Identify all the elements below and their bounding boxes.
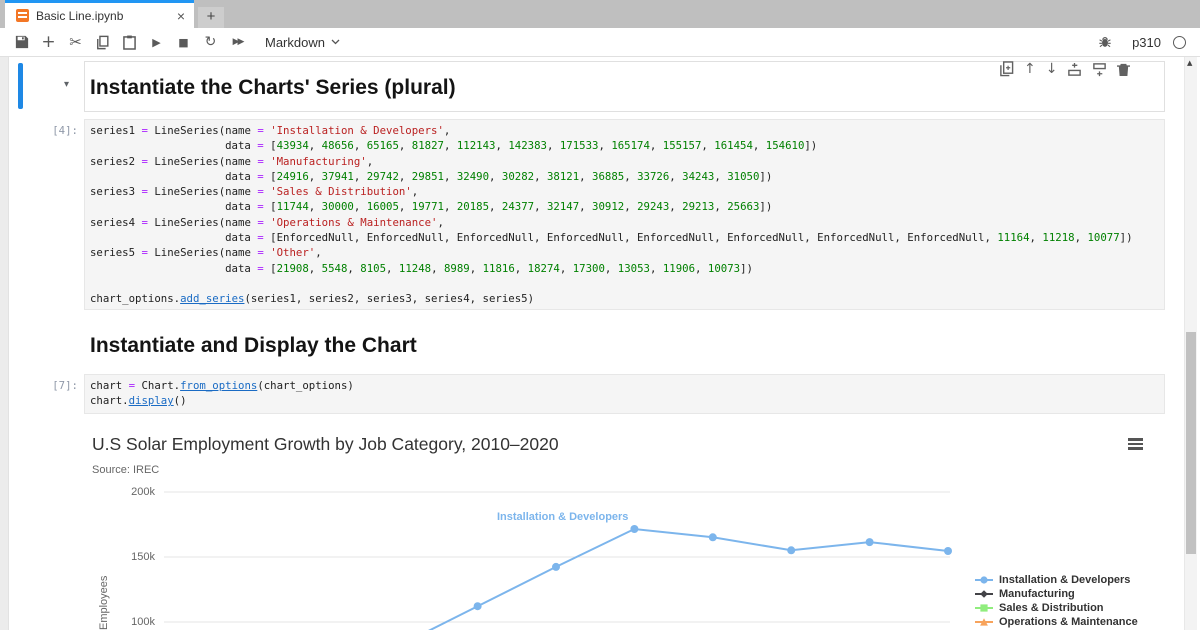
- restart-kernel-icon[interactable]: ↻: [197, 30, 224, 54]
- duplicate-cell-icon[interactable]: [999, 61, 1014, 77]
- chevron-down-icon: [331, 39, 340, 45]
- run-button[interactable]: ▶: [143, 30, 170, 54]
- tab-basic-line[interactable]: Basic Line.ipynb ×: [5, 0, 194, 28]
- legend-marker-icon: [975, 604, 993, 612]
- legend-item-label: Installation & Developers: [999, 574, 1131, 586]
- restart-run-all-icon[interactable]: ▶▶: [224, 30, 251, 54]
- save-button[interactable]: [8, 30, 35, 54]
- cell-collapser-icon[interactable]: ▾: [64, 79, 70, 90]
- copy-icon[interactable]: [89, 30, 116, 54]
- chart-legend: Installation & Developers Manufacturing Sa…: [975, 573, 1138, 630]
- delete-cell-icon[interactable]: [1117, 62, 1131, 77]
- legend-item-label: Operations & Maintenance: [999, 616, 1138, 628]
- cell-type-value: Markdown: [265, 34, 325, 50]
- legend-item-label: Manufacturing: [999, 588, 1075, 600]
- chart-title: U.S Solar Employment Growth by Job Categ…: [92, 434, 559, 454]
- kernel-status-icon[interactable]: [1173, 35, 1186, 49]
- kernel-name[interactable]: p310: [1132, 34, 1161, 50]
- y-tick-label: 150k: [131, 551, 155, 563]
- toolbar-left-group: + ✂ ▶ ■ ↻ ▶▶: [8, 30, 251, 54]
- notebook-toolbar: + ✂ ▶ ■ ↻ ▶▶ Markdown p310: [0, 28, 1200, 57]
- active-cell-indicator[interactable]: [18, 63, 23, 109]
- chart-menu-icon[interactable]: [1128, 438, 1143, 451]
- legend-marker-icon: [975, 576, 993, 584]
- chart-plot-area: [164, 491, 952, 630]
- new-tab-button[interactable]: +: [198, 7, 224, 28]
- notebook-icon: [16, 9, 29, 22]
- markdown-heading-1: Instantiate the Charts' Series (plural): [90, 76, 456, 99]
- insert-cell-below-icon[interactable]: [1092, 62, 1107, 77]
- markdown-heading-2: Instantiate and Display the Chart: [90, 334, 417, 357]
- y-tick-label: 100k: [131, 616, 155, 628]
- code-cell-1[interactable]: [84, 119, 1165, 310]
- execution-prompt-1: [4]:: [52, 124, 78, 137]
- markdown-cell-1[interactable]: [84, 61, 1165, 112]
- legend-item-label: Sales & Distribution: [999, 602, 1104, 614]
- move-cell-up-icon[interactable]: ↑: [1024, 61, 1036, 77]
- code-editor-1[interactable]: series1 = LineSeries(name = 'Installatio…: [90, 124, 1133, 306]
- tab-title: Basic Line.ipynb: [36, 8, 124, 23]
- cut-icon[interactable]: ✂: [62, 30, 89, 54]
- debugger-bug-icon[interactable]: [1091, 30, 1118, 54]
- cell-type-dropdown[interactable]: Markdown: [265, 35, 340, 50]
- legend-marker-icon: [975, 618, 993, 626]
- series-data-label: Installation & Developers: [497, 511, 629, 523]
- code-cell-2[interactable]: [84, 374, 1165, 414]
- tab-close-icon[interactable]: ×: [176, 7, 185, 24]
- legend-item[interactable]: Operations & Maintenance: [975, 615, 1138, 629]
- insert-cell-icon[interactable]: +: [35, 30, 62, 54]
- y-axis-title: Number of Employees: [98, 565, 114, 630]
- cell-toolbar: ↑ ↓: [999, 61, 1131, 77]
- paste-icon[interactable]: [116, 30, 143, 54]
- execution-prompt-2: [7]:: [52, 379, 78, 392]
- legend-marker-icon: [975, 590, 993, 598]
- interrupt-kernel-button[interactable]: ■: [170, 30, 197, 54]
- toolbar-right-group: p310: [1091, 30, 1186, 54]
- tab-bar: Basic Line.ipynb × +: [0, 0, 1200, 28]
- code-editor-2[interactable]: chart = Chart.from_options(chart_options…: [90, 379, 354, 408]
- left-margin: [0, 57, 9, 630]
- scrollbar-thumb[interactable]: [1186, 332, 1196, 554]
- y-tick-label: 200k: [131, 486, 155, 498]
- legend-item[interactable]: Manufacturing: [975, 587, 1138, 601]
- legend-item[interactable]: Installation & Developers: [975, 573, 1138, 587]
- vertical-scrollbar[interactable]: ▲: [1184, 57, 1197, 630]
- chart-subtitle: Source: IREC: [92, 464, 160, 476]
- legend-item[interactable]: Sales & Distribution: [975, 601, 1138, 615]
- scroll-up-icon[interactable]: ▲: [1187, 59, 1193, 67]
- move-cell-down-icon[interactable]: ↓: [1045, 61, 1058, 77]
- insert-cell-above-icon[interactable]: [1067, 62, 1082, 77]
- series-line: [428, 527, 949, 630]
